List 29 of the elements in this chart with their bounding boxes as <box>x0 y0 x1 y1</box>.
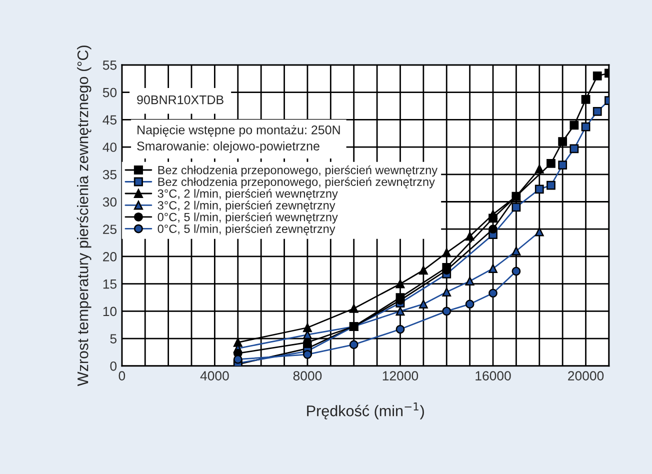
x-tick-label: 16000 <box>476 371 511 380</box>
x-axis-title: Prędkość (min$^{−1}$) <box>307 402 424 420</box>
legend-label: 3°C, 2 l/min, pierścień zewnętrzny <box>158 200 336 212</box>
x-tick-label: 0 <box>118 371 126 380</box>
legend-label: 3°C, 2 l/min, pierścień wewnętrzny <box>158 188 338 200</box>
y-tick-label: 35 <box>102 170 117 180</box>
y-tick-label: 25 <box>103 224 117 234</box>
y-tick-label: 5 <box>110 334 117 344</box>
legend-label: 0°C, 5 l/min, pierścień zewnętrzny <box>158 224 336 236</box>
annotation: 90BNR10XTDB <box>137 95 224 104</box>
y-tick-label: 0 <box>110 361 117 371</box>
y-tick-label: 50 <box>102 88 117 98</box>
y-tick-label: 55 <box>102 60 117 70</box>
y-axis-title: Wzrost temperatury pierścienia zewnętrznego (°C) <box>76 46 92 386</box>
y-tick-label: 15 <box>103 280 117 289</box>
y-tick-label: 45 <box>102 115 117 125</box>
annotation: Napięcie wstępne po montażu: 250N <box>138 125 340 137</box>
y-tick-label: 10 <box>103 306 117 316</box>
legend-label: Bez chłodzenia przeponowego, pierścień wewnętrzny <box>158 165 438 177</box>
y-tick-label: 40 <box>102 142 117 152</box>
x-tick-label: 12000 <box>382 371 418 380</box>
x-tick-label: 8000 <box>293 371 322 380</box>
y-tick-label: 30 <box>102 197 117 207</box>
x-tick-label: 20000 <box>568 371 604 380</box>
annotation: Smarowanie: olejowo-powietrzne <box>137 141 320 153</box>
y-tick-label: 20 <box>103 252 117 262</box>
legend-label: Bez chłodzenia przeponowego, pierścień zewnętrzny <box>158 177 435 188</box>
x-tick-label: 4000 <box>200 371 229 380</box>
legend-label: 0°C, 5 l/min, pierścień wewnętrzny <box>158 212 338 224</box>
